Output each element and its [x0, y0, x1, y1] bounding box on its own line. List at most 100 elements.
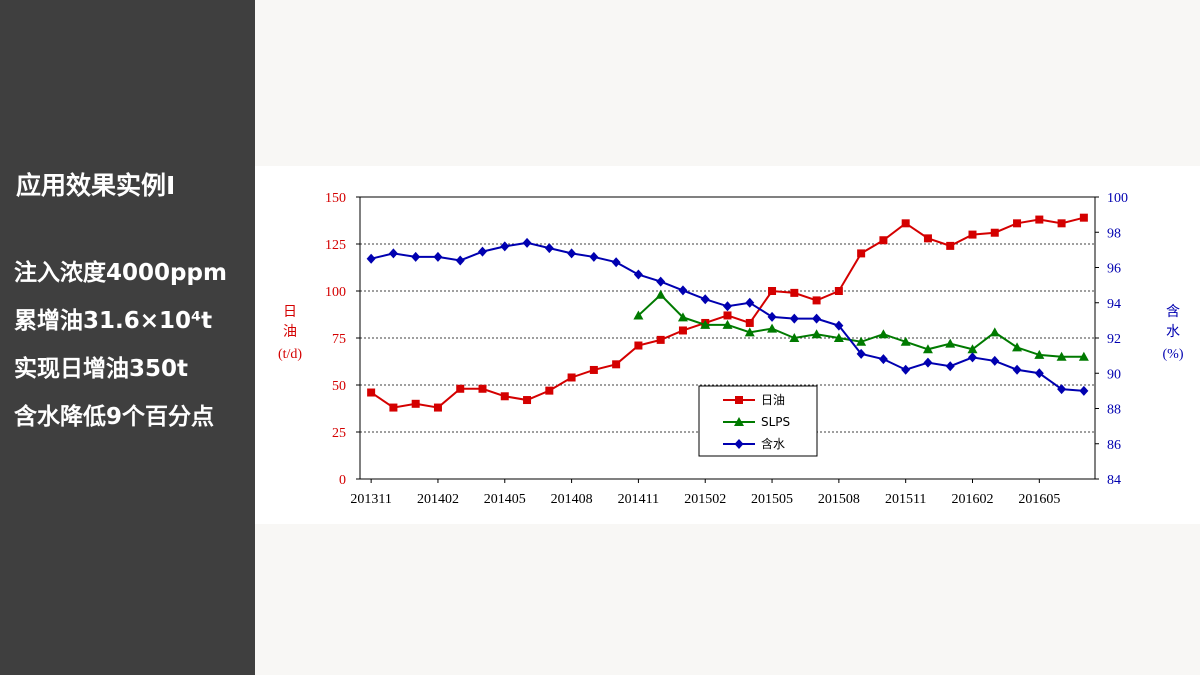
legend-label: 含水 [761, 436, 785, 451]
bullet-item: 注入浓度4000ppm [14, 260, 227, 286]
y-left-tick-label: 150 [325, 191, 346, 206]
oil-point [946, 241, 955, 250]
oil-point [612, 360, 621, 369]
oil-point [812, 296, 821, 305]
y-right-title-char: 含 [1166, 304, 1180, 320]
bullet-item: 实现日增油350t [14, 356, 189, 382]
slps-point [945, 338, 956, 348]
water-point [611, 257, 621, 268]
water-point [1034, 368, 1044, 379]
legend-swatch-marker [734, 439, 744, 449]
y-right-tick-label: 98 [1107, 226, 1121, 241]
oil-point [567, 373, 576, 382]
legend-box [698, 385, 818, 457]
water-point [544, 243, 554, 254]
water-point [901, 364, 911, 375]
slide-title: 应用效果实例Ⅰ [16, 171, 176, 200]
oil-point [901, 219, 910, 228]
y-right-tick-label: 88 [1107, 403, 1121, 418]
oil-point [411, 399, 420, 408]
oil-point [500, 392, 509, 401]
y-right-tick-label: 100 [1107, 191, 1128, 206]
slps-point [767, 323, 778, 333]
oil-point [923, 234, 932, 243]
water-point [856, 348, 866, 359]
y-right-tick-label: 90 [1107, 367, 1121, 382]
oil-point [589, 365, 598, 374]
slps-point [722, 319, 733, 329]
y-left-tick-label: 125 [325, 238, 346, 253]
water-point [656, 276, 666, 287]
water-point [411, 251, 421, 262]
x-tick-label: 201605 [1018, 492, 1060, 507]
oil-point [1079, 213, 1088, 222]
y-left-tick-label: 25 [332, 426, 346, 441]
bullet-list: 注入浓度4000ppm 累增油31.6×10⁴t 实现日增油350t 含水降低9… [14, 255, 227, 447]
slps-point [989, 327, 1000, 337]
slps-point [856, 336, 867, 346]
y-right-tick-label: 92 [1107, 332, 1121, 347]
legend-label: SLPS [761, 415, 790, 429]
slps-point [1034, 349, 1045, 359]
water-point [700, 294, 710, 305]
water-point [589, 251, 599, 262]
y-left-tick-label: 100 [325, 285, 346, 300]
slps-point [789, 333, 800, 342]
y-right-title-char: 水 [1166, 324, 1180, 340]
water-point [767, 311, 777, 322]
oil-point [545, 386, 554, 395]
legend-label: 日油 [761, 393, 785, 407]
y-right-tick-label: 96 [1107, 262, 1121, 277]
oil-point [634, 341, 643, 350]
chart-panel: 0 25 50 75 100 125 150 84 86 88 90 92 94 96 98 100 20131… [255, 166, 1200, 524]
slps-point [655, 289, 666, 299]
water-point [812, 313, 822, 324]
oil-point [1035, 215, 1044, 224]
slps-point [1078, 351, 1089, 361]
oil-point [790, 288, 799, 297]
water-point [1057, 384, 1067, 395]
water-point [500, 241, 510, 252]
y-right-tick-label: 94 [1107, 297, 1121, 312]
legend-swatch-marker [734, 417, 744, 426]
y-right-tick-label: 86 [1107, 438, 1121, 453]
oil-point [745, 318, 754, 327]
water-point [567, 248, 577, 259]
y-left-tick-label: 75 [332, 332, 346, 347]
oil-point [968, 230, 977, 239]
x-tick-label: 201505 [751, 492, 793, 507]
x-tick-label: 201502 [684, 492, 726, 507]
slps-point [878, 329, 889, 339]
oil-point [879, 236, 888, 245]
water-point [633, 269, 643, 280]
slps-point [1012, 342, 1023, 352]
oil-point [834, 287, 843, 295]
slps-point [677, 312, 688, 322]
y-right-tick-label: 84 [1107, 473, 1121, 488]
legend-swatch-marker [735, 396, 743, 404]
bullet-item: 含水降低9个百分点 [14, 404, 215, 430]
water-point [723, 301, 732, 312]
x-tick-label: 201311 [350, 492, 391, 507]
water-point [1012, 364, 1022, 375]
bullet-item: 累增油31.6×10⁴t [14, 308, 213, 334]
water-point [478, 246, 487, 257]
y-left-title-char: 油 [283, 324, 297, 340]
x-tick-label: 201402 [417, 492, 459, 507]
water-point [789, 313, 799, 324]
oil-point [1013, 219, 1022, 228]
oil-point [723, 311, 732, 320]
y-left-tick-label: 0 [339, 473, 346, 488]
y-left-title-char: 日 [283, 305, 297, 320]
water-point [678, 285, 688, 296]
slps-point [922, 344, 933, 354]
sidebar: 应用效果实例Ⅰ 注入浓度4000ppm 累增油31.6×10⁴t 实现日增油35… [0, 0, 255, 675]
water-point [388, 248, 398, 259]
oil-point [456, 384, 465, 393]
oil-point [656, 335, 665, 344]
water-point [923, 357, 933, 368]
y-right-unit: (%) [1163, 347, 1184, 362]
slps-point [811, 329, 822, 339]
water-point [455, 255, 465, 266]
water-point [1079, 385, 1089, 396]
